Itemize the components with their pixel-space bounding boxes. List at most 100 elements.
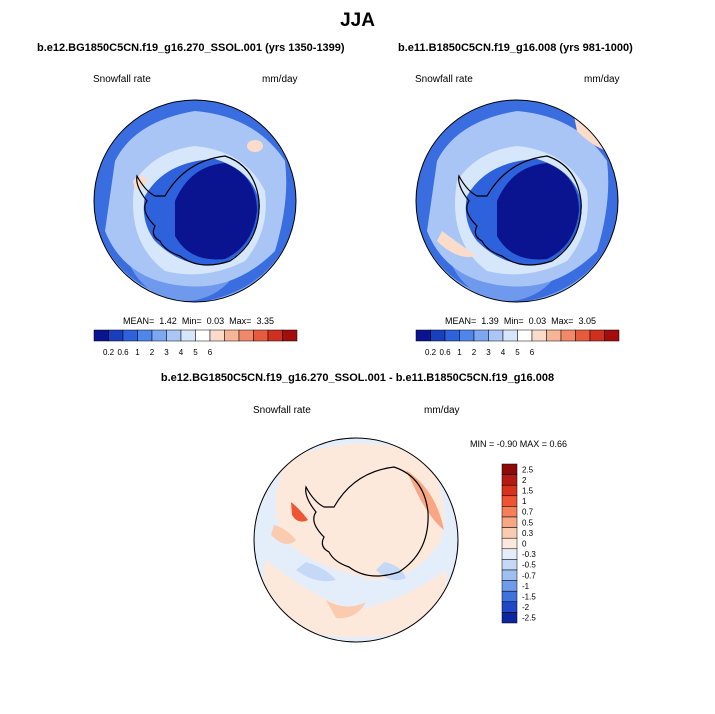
diff-colorbar-swatch-3 [501,495,518,507]
diff-colorbar-tick-label-9: -0.5 [522,561,536,570]
diff-colorbar-tick-label-13: -2 [522,603,530,612]
panel1-colorbar-swatch-3 [137,329,153,342]
diff-colorbar-tick-label-11: -1 [522,582,530,591]
diff-minmax-label: MIN = -0.90 MAX = 0.66 [470,439,568,449]
diff-colorbar-swatch-14 [501,612,518,624]
panel2-colorbar-tick-label-7: 6 [530,348,535,357]
panel2-colorbar-swatch-3 [459,329,475,342]
diff-units-label: mm/day [424,405,460,416]
panel1-colorbar-tick-label-3: 2 [150,348,155,357]
panel1-colorbar-swatch-6 [180,329,196,342]
diff-colorbar-tick-label-0: 2.5 [522,465,534,474]
diff-colorbar-swatch-12 [501,590,518,603]
panel2-polar-map [415,99,619,303]
panel1-colorbar-tick-label-2: 1 [135,348,140,357]
panel2-colorbar-swatch-12 [589,329,605,342]
panel1-colorbar-swatch-4 [151,329,167,342]
panel2-colorbar-swatch-1 [430,329,446,342]
panel1-colorbar-tick-label-4: 3 [164,348,169,357]
panel2-colorbar-swatch-0 [415,329,431,342]
panel1-colorbar-tick-label-1: 0.6 [117,348,129,357]
panel2-min-label: Min= [503,316,524,326]
diff-colorbar-swatch-6 [501,527,518,539]
panel1-colorbar-swatch-12 [267,329,283,342]
panel1-units-label: mm/day [262,74,298,85]
panel2-mean-label: MEAN= [445,316,477,326]
panel1-colorbar-swatch-7 [195,329,211,342]
panel2-case-title: b.e11.B1850C5CN.f19_g16.008 (yrs 981-100… [398,42,633,54]
panel1-variable-label: Snowfall rate [93,74,151,85]
panel2-colorbar-swatch-10 [560,329,576,342]
panel1-colorbar-swatch-13 [282,329,298,342]
panel2-colorbar-tick-label-3: 2 [472,348,477,357]
diff-colorbar-swatch-5 [501,516,518,528]
panel1-colorbar-swatch-5 [166,329,182,342]
panel2-min-value: 0.03 [528,316,547,326]
panel2-colorbar-tick-label-1: 0.6 [439,348,451,357]
panel1-max-label: Max= [229,316,252,326]
panel2-colorbar-tick-label-0: 0.2 [425,348,437,357]
panel2-colorbar-swatch-8 [531,329,547,342]
diff-colorbar-tick-label-2: 1.5 [522,487,534,496]
panel2-colorbar-swatch-13 [604,329,620,342]
panel2-colorbar-swatch-4 [473,329,489,342]
diff-colorbar-tick-label-1: 2 [522,476,527,485]
diff-colorbar-tick-label-8: -0.3 [522,550,536,559]
panel2-colorbar-swatch-5 [488,329,504,342]
page-title: JJA [340,10,375,31]
panel2-mean-value: 1.39 [481,316,499,326]
panel2-colorbar-tick-label-2: 1 [457,348,462,357]
panel2-colorbar-swatch-9 [546,329,562,342]
panel1-min-value: 0.03 [206,316,225,326]
panel1-colorbar-swatch-11 [253,329,269,342]
panel2-colorbar: 0.2 0.6 1 2 3 4 5 6 [415,329,620,357]
diff-colorbar-swatch-7 [501,537,518,550]
panel2-max-value: 3.05 [578,316,596,326]
panel1-min-label: Min= [181,316,202,326]
panel1-colorbar-tick-label-6: 5 [193,348,198,357]
panel2-colorbar-tick-label-5: 4 [501,348,506,357]
diff-colorbar-tick-label-5: 0.5 [522,518,534,527]
panel1-colorbar-tick-label-7: 6 [208,348,213,357]
diff-colorbar-swatch-10 [501,569,518,581]
diff-colorbar-tick-label-3: 1 [522,497,527,506]
panel2-max-label: Max= [551,316,574,326]
panel1-case-title: b.e12.BG1850C5CN.f19_g16.270_SSOL.001 (y… [37,42,345,54]
panel1-colorbar-tick-label-0: 0.2 [103,348,115,357]
diff-colorbar-tick-label-14: -2.5 [522,614,536,623]
panel2-colorbar-tick-label-6: 5 [515,348,520,357]
diff-colorbar-tick-label-6: 0.3 [522,529,534,538]
diff-colorbar-swatch-2 [501,484,518,497]
diff-colorbar-tick-label-7: 0 [522,540,527,549]
diff-colorbar-tick-label-10: -0.7 [522,571,536,580]
panel2-colorbar-swatch-7 [517,329,533,342]
diff-colorbar-swatch-11 [501,580,518,592]
panel1-colorbar: 0.2 0.6 1 2 3 4 5 6 [93,329,298,357]
panel1-polar-map [93,99,297,303]
panel1-mean-label: MEAN= [123,316,155,326]
panel1-colorbar-tick-label-5: 4 [179,348,184,357]
diff-colorbar-swatch-8 [501,548,518,560]
diff-colorbar-swatch-13 [501,601,518,613]
panel2-variable-label: Snowfall rate [415,74,473,85]
panel2-units-label: mm/day [584,74,620,85]
panel1-colorbar-swatch-0 [93,329,109,342]
panel2-colorbar-tick-label-4: 3 [486,348,491,357]
diff-colorbar-tick-label-4: 0.7 [522,508,534,517]
panel1-mean-value: 1.42 [159,316,177,326]
diff-panel-title: b.e12.BG1850C5CN.f19_g16.270_SSOL.001 - … [160,372,555,384]
diff-colorbar-swatch-4 [501,506,518,518]
panel1-colorbar-swatch-8 [209,329,225,342]
panel1-colorbar-swatch-10 [238,329,254,342]
panel1-colorbar-swatch-9 [224,329,240,342]
diff-colorbar-swatch-0 [501,463,518,475]
diff-colorbar: 2.5 2 1.51 0.70.5 0.3 0-0.3 -0.5-0.7 -1 -1.5-2 -2… [501,463,536,624]
diff-colorbar-swatch-1 [501,474,518,486]
panel1-stats: MEAN= 1.42 Min= 0.03 Max= 3.35 [123,316,274,326]
panel2-stats: MEAN= 1.39 Min= 0.03 Max= 3.05 [445,316,596,326]
diff-colorbar-swatch-9 [501,559,518,571]
diff-colorbar-tick-label-12: -1.5 [522,593,536,602]
diff-polar-map [253,437,459,643]
panel1-max-value: 3.35 [256,316,274,326]
